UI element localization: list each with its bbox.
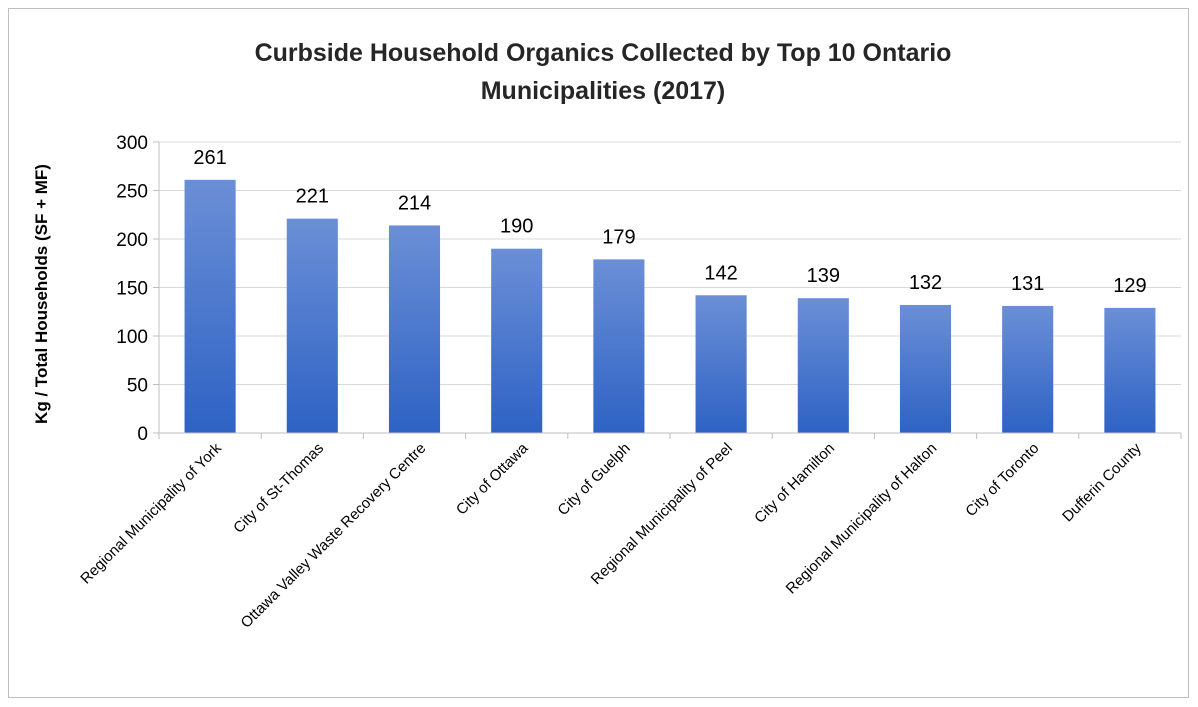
y-tick-label: 150 [116,279,148,300]
y-tick-label: 250 [116,182,148,203]
category-label: City of Ottawa [453,439,532,518]
bar [593,259,645,433]
bar [286,218,338,433]
axes [153,141,1182,439]
category-label: City of Toronto [962,440,1042,520]
y-tick-label: 300 [116,133,148,154]
y-tick-label: 50 [127,376,148,397]
data-label: 190 [500,216,533,238]
bar [388,225,441,433]
data-label: 214 [398,192,431,214]
data-label: 139 [807,265,840,287]
data-label: 179 [602,226,635,248]
category-label: City of St-Thomas [230,440,327,537]
chart-title-line-2: Municipalities (2017) [481,77,726,105]
y-axis-title: Kg / Total Households (SF + MF) [32,164,51,424]
y-tick-label: 200 [116,230,148,251]
data-label: 142 [704,262,737,284]
category-label: City of Hamilton [751,440,838,527]
bar-chart: 0 50 100 150 200 250 300 261 Regional Municipali… [32,39,1182,632]
data-label: 261 [193,147,226,169]
bars [184,179,1156,433]
data-label: 132 [909,272,942,294]
chart-title-line-1: Curbside Household Organics Collected by… [255,39,952,67]
y-tick-label: 100 [116,327,148,348]
y-tick-label: 0 [137,424,148,445]
bar [797,298,849,433]
category-label: Dufferin County [1059,439,1145,525]
bar [184,179,236,433]
category-label: Regional Municipality of York [77,439,225,587]
bar [1104,307,1156,433]
bar [1002,305,1054,433]
bar [695,295,747,433]
data-label: 131 [1011,273,1044,295]
data-label: 129 [1113,275,1146,297]
category-label: City of Guelph [554,440,633,519]
bar [491,248,543,433]
bar [899,304,952,433]
data-label: 221 [296,186,329,208]
chart-frame: 0 50 100 150 200 250 300 261 Regional Municipali… [8,8,1189,698]
category-label: Ottawa Valley Waste Recovery Centre [238,440,430,632]
